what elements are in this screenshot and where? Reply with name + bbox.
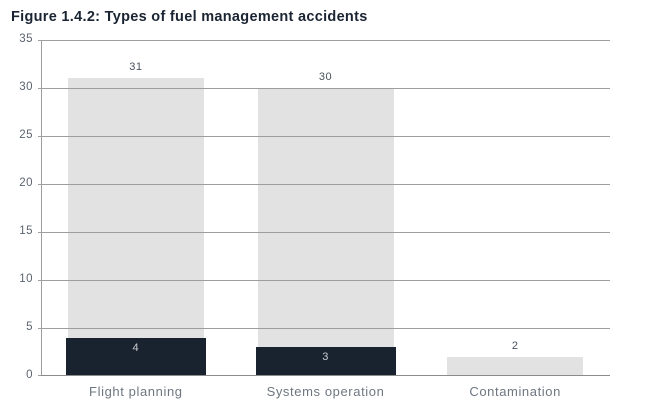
- y-tick-label: 25: [19, 129, 33, 141]
- bar-dark: [65, 337, 206, 376]
- y-tick-label: 0: [26, 369, 33, 381]
- gridline: [41, 40, 610, 41]
- gridline: [41, 184, 610, 185]
- bar-value-label-inside: 4: [132, 341, 140, 354]
- y-axis-tick: [38, 40, 41, 41]
- bar-value-label: 30: [318, 71, 333, 83]
- gridline: [41, 375, 610, 376]
- y-tick-label: 20: [19, 177, 33, 189]
- bar-dark: [255, 347, 396, 376]
- y-tick-label: 35: [19, 33, 33, 45]
- category-label: Flight planning: [89, 384, 183, 399]
- y-axis-tick: [38, 136, 41, 137]
- y-tick-label: 15: [19, 225, 33, 237]
- y-axis-tick: [38, 375, 41, 376]
- gridline: [41, 136, 610, 137]
- bar-total: [447, 356, 584, 376]
- y-tick-label: 10: [19, 273, 33, 285]
- category-label: Contamination: [469, 384, 561, 399]
- y-axis-tick: [38, 184, 41, 185]
- gridline: [41, 280, 610, 281]
- y-axis-line: [41, 40, 42, 376]
- y-axis-tick: [38, 88, 41, 89]
- category-label: Systems operation: [266, 384, 385, 399]
- gridline: [41, 328, 610, 329]
- y-tick-label: 30: [19, 81, 33, 93]
- bar-total: [67, 78, 204, 376]
- plot-area: 0 5 10 15 20 25 30 35 31 4 Flight planning 30 3 Syste…: [19, 33, 610, 399]
- bar-value-label: 31: [129, 61, 143, 74]
- y-axis-tick: [38, 232, 41, 233]
- figure-title: Figure 1.4.2: Types of fuel management a…: [11, 9, 368, 25]
- bar-value-label: 2: [511, 339, 519, 352]
- bar-value-label-inside: 3: [322, 351, 329, 364]
- gridline: [41, 232, 610, 233]
- y-axis-tick: [38, 328, 41, 329]
- y-tick-label: 5: [26, 321, 33, 333]
- y-axis-tick: [38, 280, 41, 281]
- gridline: [41, 88, 610, 89]
